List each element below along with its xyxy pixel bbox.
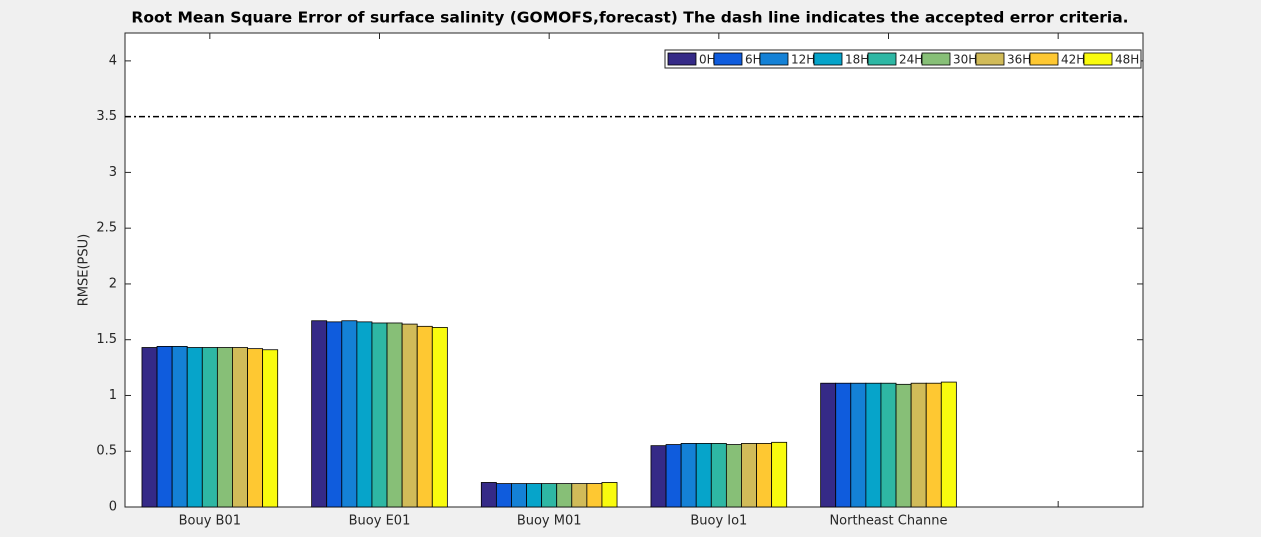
y-tick-label: 2.5 xyxy=(96,221,117,236)
bar xyxy=(186,347,203,508)
bar xyxy=(695,443,712,508)
bar xyxy=(341,320,358,508)
legend-swatch xyxy=(713,52,743,66)
bar xyxy=(940,381,957,508)
bar xyxy=(431,327,448,508)
legend-label: 24H xyxy=(899,53,923,67)
bar xyxy=(416,325,433,508)
y-tick-label: 3.5 xyxy=(96,109,117,124)
plot-area xyxy=(124,32,1144,508)
bar xyxy=(386,322,403,508)
y-tick-label: 1.5 xyxy=(96,332,117,347)
x-tick-label: Buoy Io1 xyxy=(690,514,747,529)
legend-swatch xyxy=(813,52,843,66)
bar xyxy=(895,383,912,508)
legend-swatch xyxy=(667,52,697,66)
y-tick-label: 4 xyxy=(109,53,117,68)
legend-label: 12H xyxy=(791,53,815,67)
bar xyxy=(665,444,682,508)
bar xyxy=(850,382,867,508)
bar xyxy=(247,348,264,508)
bar xyxy=(371,322,388,508)
y-tick-label: 2 xyxy=(109,276,117,291)
bar xyxy=(725,444,742,508)
x-tick-label: Buoy E01 xyxy=(349,514,411,529)
x-tick-label: Bouy B01 xyxy=(179,514,241,529)
bar xyxy=(511,483,527,508)
bar xyxy=(710,443,727,508)
x-tick-label: Northeast Channe xyxy=(829,514,947,529)
legend-label: 30H xyxy=(953,53,977,67)
bar xyxy=(601,482,618,508)
bar xyxy=(741,443,757,508)
bar xyxy=(356,321,373,508)
bar xyxy=(216,347,233,508)
legend-swatch xyxy=(1029,52,1059,66)
legend-label: 42H xyxy=(1061,53,1085,67)
legend-label: 18H xyxy=(845,53,869,67)
bar xyxy=(865,382,882,508)
bar xyxy=(311,320,328,508)
legend-swatch xyxy=(975,52,1005,66)
bar xyxy=(262,349,279,508)
legend-label: 0H xyxy=(699,53,716,67)
bar xyxy=(680,443,697,508)
bar xyxy=(156,345,173,508)
bar xyxy=(571,483,588,508)
y-tick-label: 1 xyxy=(109,388,117,403)
legend-label: 48H xyxy=(1115,53,1139,67)
bar xyxy=(880,382,897,508)
bar xyxy=(541,483,558,508)
y-tick-label: 3 xyxy=(109,165,117,180)
legend-label: 6H xyxy=(745,53,762,67)
bar xyxy=(171,345,188,508)
bar xyxy=(141,347,158,508)
bar xyxy=(326,321,343,508)
bar xyxy=(495,483,512,508)
bar xyxy=(586,483,603,508)
legend-swatch xyxy=(759,52,789,66)
bar xyxy=(650,445,667,508)
bar xyxy=(201,347,218,508)
bar xyxy=(771,441,788,508)
bar xyxy=(401,323,418,508)
x-tick-label: Buoy M01 xyxy=(517,514,582,529)
bar xyxy=(232,347,248,508)
bar xyxy=(925,382,942,508)
bar xyxy=(835,382,852,508)
legend-swatch xyxy=(867,52,897,66)
y-tick-label: 0 xyxy=(109,500,117,515)
bar xyxy=(820,382,837,508)
y-tick-label: 0.5 xyxy=(96,444,117,459)
legend-label: 36H xyxy=(1007,53,1031,67)
y-axis-label: RMSE(PSU) xyxy=(77,234,92,306)
bar xyxy=(910,382,927,508)
bar xyxy=(480,482,497,508)
legend-swatch xyxy=(921,52,951,66)
bar xyxy=(556,483,573,508)
bar xyxy=(526,483,543,508)
chart-title: Root Mean Square Error of surface salini… xyxy=(131,9,1128,27)
bar xyxy=(756,443,773,508)
legend-swatch xyxy=(1083,52,1113,66)
